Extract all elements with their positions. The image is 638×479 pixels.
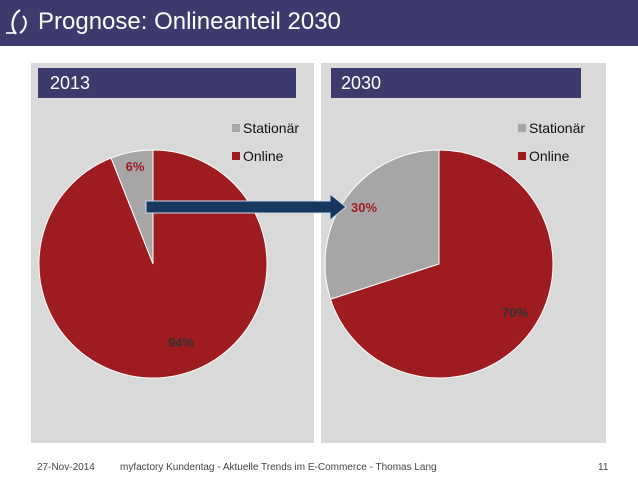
legend-item-online: Online bbox=[518, 142, 585, 170]
legend-swatch-stationaer bbox=[232, 124, 240, 132]
legend-2030: Stationär Online bbox=[518, 114, 585, 170]
legend-item-stationaer: Stationär bbox=[232, 114, 299, 142]
legend-swatch-stationaer bbox=[518, 124, 526, 132]
footer-date: 27-Nov-2014 bbox=[37, 462, 95, 473]
legend-label-stationaer: Stationär bbox=[243, 120, 300, 136]
legend-label-online: Online bbox=[243, 148, 284, 164]
legend-item-online: Online bbox=[232, 142, 299, 170]
legend-label-stationaer: Stationär bbox=[529, 120, 586, 136]
data-label-online-2030: 30% bbox=[351, 200, 377, 215]
footer-text: myfactory Kundentag - Aktuelle Trends im… bbox=[120, 462, 437, 473]
chart-title-2013: 2013 bbox=[38, 68, 296, 98]
legend-item-stationaer: Stationär bbox=[518, 114, 585, 142]
pie-slice-online-2030 bbox=[329, 149, 554, 379]
logo-icon bbox=[6, 9, 27, 35]
title-bar: Prognose: Onlineanteil 2030 bbox=[0, 0, 638, 46]
data-label-online-2013: 6% bbox=[126, 159, 145, 174]
arrow-icon bbox=[145, 192, 347, 222]
data-label-stationaer-2013: 94% bbox=[168, 335, 194, 350]
data-label-stationaer-2030: 70% bbox=[502, 305, 528, 320]
chart-title-2030: 2030 bbox=[331, 68, 581, 98]
pie-slice-stationaer-2030 bbox=[324, 149, 440, 300]
legend-swatch-online bbox=[518, 152, 526, 160]
page-title: Prognose: Onlineanteil 2030 bbox=[38, 8, 341, 35]
pie-slice-online-2013 bbox=[38, 149, 268, 379]
legend-label-online: Online bbox=[529, 148, 570, 164]
page-number: 11 bbox=[598, 462, 609, 473]
legend-swatch-online bbox=[232, 152, 240, 160]
legend-2013: Stationär Online bbox=[232, 114, 299, 170]
